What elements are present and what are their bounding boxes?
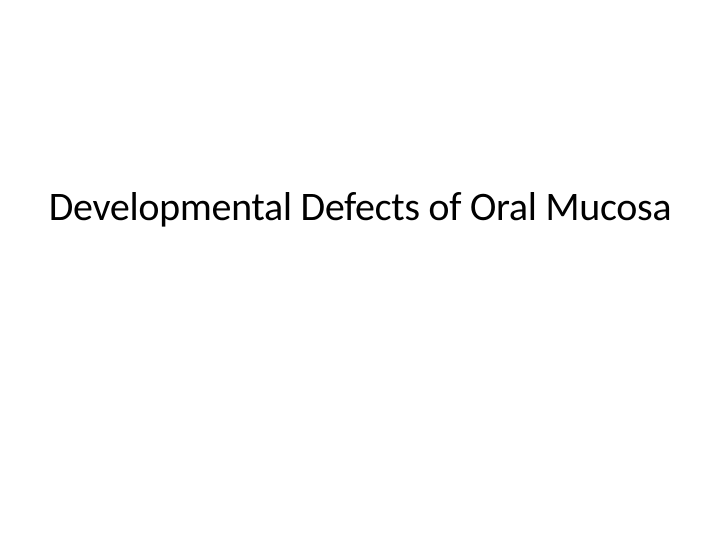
slide-container: Developmental Defects of Oral Mucosa [0, 0, 720, 540]
slide-title: Developmental Defects of Oral Mucosa [0, 182, 720, 231]
